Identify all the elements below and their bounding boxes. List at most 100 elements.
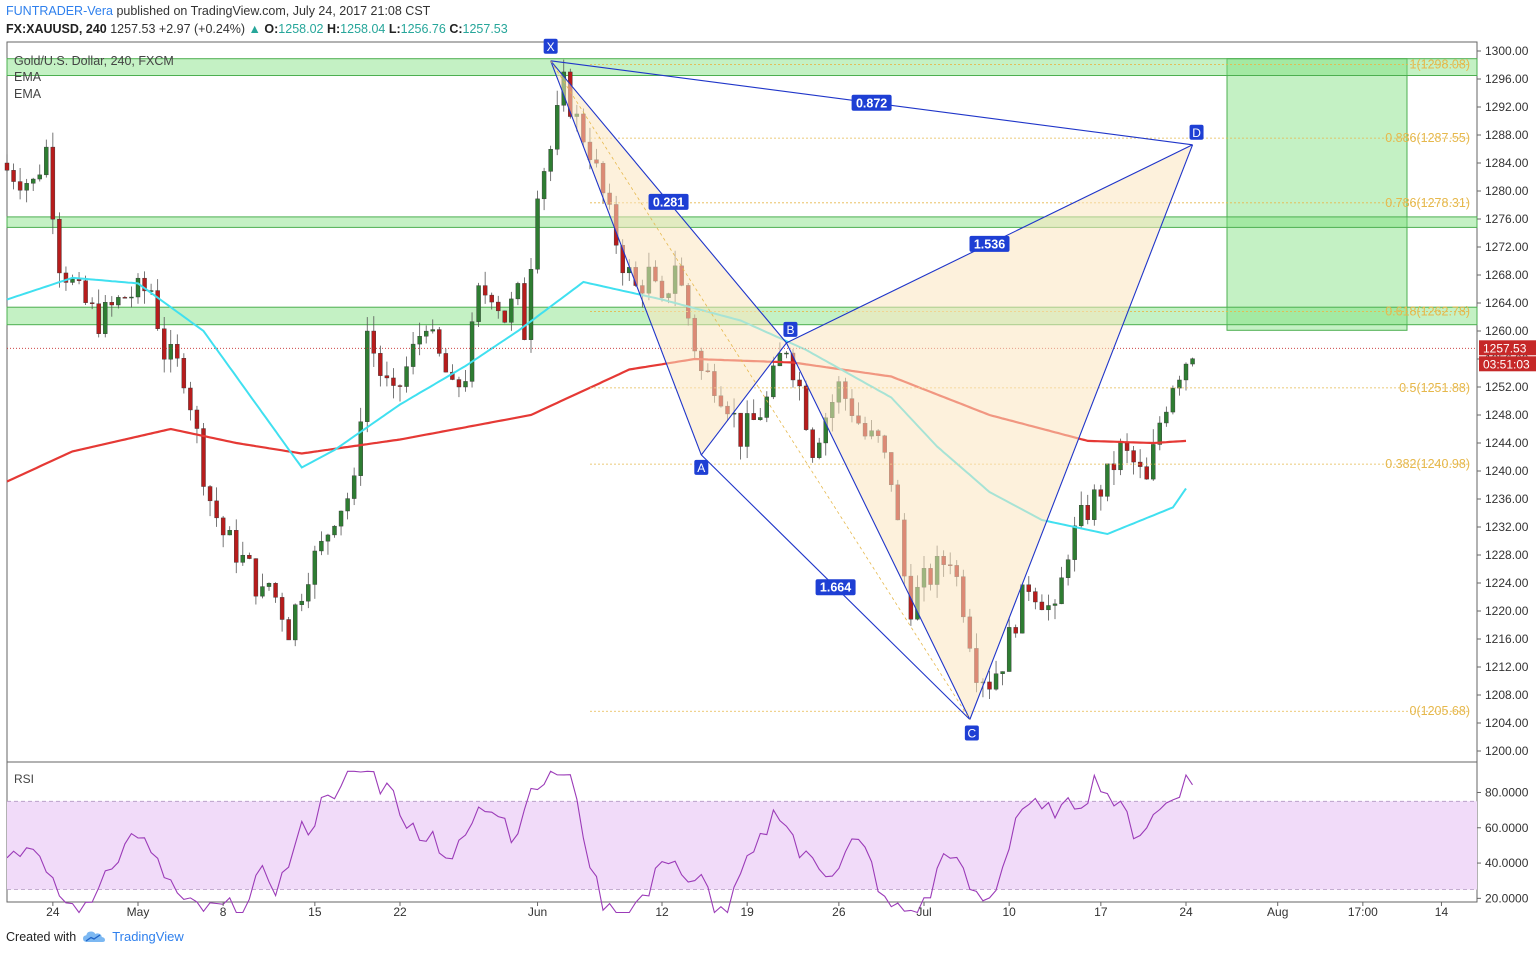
- candle-body: [338, 510, 344, 527]
- price-tick-label: 1224.00: [1485, 576, 1529, 590]
- change-up-icon: ▲: [248, 22, 261, 36]
- candle: [273, 582, 278, 603]
- candle: [1151, 429, 1156, 481]
- candle-body: [345, 498, 350, 512]
- candle-body: [273, 582, 278, 598]
- support-zone-0: [6, 58, 1478, 76]
- candle-body: [443, 353, 449, 373]
- legend-title: Gold/U.S. Dollar, 240, FXCM: [14, 54, 174, 68]
- candle-body: [17, 181, 23, 191]
- candle-body: [1092, 489, 1097, 520]
- candle-body: [312, 550, 318, 585]
- close-label: C:: [449, 22, 463, 36]
- candle-body: [535, 198, 540, 270]
- candle-body: [266, 582, 272, 587]
- candle-body: [207, 486, 213, 502]
- candle: [1190, 357, 1195, 367]
- pattern-point-b-badge: [783, 321, 798, 337]
- candle-body: [482, 285, 488, 296]
- candle: [1164, 406, 1169, 427]
- price-tick-label: 1264.00: [1485, 296, 1529, 310]
- pattern-leg-bc: [785, 342, 971, 720]
- price-tick-label: 1276.00: [1485, 212, 1529, 226]
- candle-body: [1183, 363, 1189, 381]
- candle: [391, 368, 396, 399]
- candle-body: [325, 534, 331, 542]
- tradingview-brand[interactable]: TradingView: [112, 929, 184, 944]
- candle-body: [365, 330, 370, 422]
- candle: [744, 400, 750, 459]
- candle: [96, 289, 101, 338]
- candle: [116, 295, 121, 309]
- candle-body: [44, 146, 49, 176]
- rsi-tick-label: 40.0000: [1485, 856, 1529, 870]
- candle: [1183, 362, 1189, 391]
- ratio-badge: [815, 579, 856, 596]
- low-value: 1256.76: [400, 22, 446, 36]
- candle: [63, 266, 69, 291]
- chart-canvas[interactable]: 1(1298.08) 0.886(1287.55) 0.786(1278.31) 0.…: [0, 0, 1540, 924]
- candle: [358, 407, 363, 486]
- candle-body: [1020, 584, 1025, 634]
- candle: [266, 582, 272, 591]
- candle-body: [751, 413, 756, 420]
- time-tick-label: 22: [393, 905, 407, 919]
- candle: [103, 295, 108, 338]
- candle-body: [220, 517, 226, 536]
- ratio-label: 1.536: [974, 237, 1005, 251]
- pattern-leg-cd: [969, 144, 1194, 720]
- pattern-point-label: B: [786, 323, 794, 337]
- candle-body: [11, 170, 16, 182]
- chart-frame: [6, 41, 1478, 903]
- price-tick-label: 1244.00: [1485, 436, 1529, 450]
- candle-body: [24, 183, 29, 191]
- time-tick-label: 10: [1002, 905, 1016, 919]
- candle: [122, 295, 128, 299]
- candle-body: [188, 387, 193, 411]
- candle: [109, 296, 115, 317]
- ratio-badge: [648, 193, 689, 210]
- candle: [37, 164, 42, 182]
- candle: [286, 616, 291, 641]
- candle: [410, 332, 416, 375]
- time-tick-label: Aug: [1267, 905, 1288, 919]
- countdown-badge: [1479, 356, 1536, 372]
- candle-body: [109, 302, 115, 306]
- candle-body: [764, 396, 769, 418]
- candle: [1157, 416, 1163, 451]
- candle-body: [31, 178, 36, 184]
- candle-body: [57, 218, 62, 274]
- high-value: 1258.04: [340, 22, 386, 36]
- candle: [253, 558, 259, 605]
- candle-body: [1026, 584, 1032, 592]
- candle: [332, 525, 337, 538]
- candle: [509, 291, 514, 331]
- candle-body: [509, 298, 514, 323]
- candle-body: [351, 475, 357, 499]
- candle: [247, 552, 252, 560]
- candle: [496, 295, 501, 319]
- candle: [1131, 446, 1136, 475]
- candle-body: [469, 321, 475, 382]
- time-tick-label: 12: [655, 905, 669, 919]
- candle-body: [168, 344, 173, 360]
- candle-body: [410, 343, 416, 367]
- candle-body: [424, 330, 429, 337]
- candle-body: [201, 428, 206, 487]
- candle: [365, 317, 370, 433]
- high-label: H:: [326, 22, 341, 36]
- rsi-line: [6, 770, 1193, 914]
- symbol-name[interactable]: FX:XAUUSD, 240: [6, 22, 107, 36]
- author-link[interactable]: FUNTRADER-Vera: [6, 4, 113, 18]
- candle-body: [404, 366, 409, 387]
- candle-body: [175, 344, 180, 359]
- pattern-point-d-badge: [1189, 124, 1204, 140]
- candle: [430, 319, 435, 334]
- publish-header: FUNTRADER-Vera published on TradingView.…: [6, 4, 430, 18]
- price-tick-label: 1248.00: [1485, 408, 1529, 422]
- price-tick-label: 1216.00: [1485, 632, 1529, 646]
- price-tick-label: 1204.00: [1485, 716, 1529, 730]
- candle: [803, 380, 809, 431]
- candle-body: [1078, 505, 1084, 527]
- candle-body: [155, 290, 160, 329]
